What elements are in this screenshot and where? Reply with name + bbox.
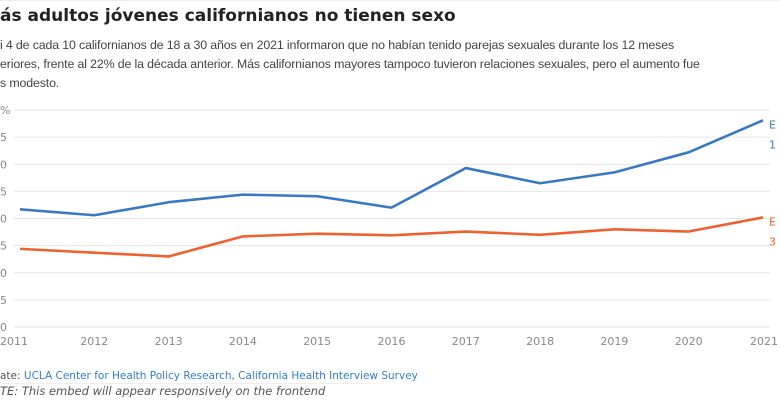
series-label: E: [769, 215, 776, 228]
description-line: eriores, frente al 22% de la década ante…: [0, 57, 700, 71]
series-line-0: [19, 119, 764, 217]
chart-title: ás adultos jóvenes californianos no tien…: [0, 6, 456, 26]
chart-description: i 4 de cada 10 californianos de 18 a 30 …: [0, 36, 776, 93]
x-tick-label: 2011: [0, 335, 28, 348]
series-label: 3: [769, 235, 776, 248]
source-divider: [0, 383, 370, 384]
x-tick-label: 2012: [80, 335, 108, 348]
x-tick-label: 2018: [526, 335, 554, 348]
y-tick-label: 0: [0, 321, 7, 334]
y-tick-label: 5: [0, 294, 7, 307]
x-tick-label: 2017: [452, 335, 480, 348]
source-line: ate: UCLA Center for Health Policy Resea…: [0, 370, 418, 382]
x-tick-label: 2013: [155, 335, 183, 348]
x-tick-label: 2019: [600, 335, 628, 348]
y-tick-label: 5: [0, 185, 7, 198]
source-prefix: ate:: [0, 370, 24, 382]
y-tick-label: 0: [0, 213, 7, 226]
y-tick-label: 5: [0, 131, 7, 144]
series-line-1: [19, 216, 764, 258]
embed-note: TE: This embed will appear responsively …: [0, 384, 326, 398]
y-tick-label: 0: [0, 158, 7, 171]
series-label: 1: [769, 138, 776, 151]
x-tick-label: 2021: [750, 335, 778, 348]
y-tick-label: %: [0, 104, 10, 117]
y-tick-label: 0: [0, 267, 7, 280]
description-line: i 4 de cada 10 californianos de 18 a 30 …: [0, 38, 674, 52]
description-line: s modesto.: [0, 76, 60, 90]
source-link[interactable]: UCLA Center for Health Policy Research, …: [23, 370, 418, 382]
x-tick-label: 2015: [303, 335, 331, 348]
x-tick-label: 2016: [378, 335, 406, 348]
x-tick-label: 2014: [229, 335, 257, 348]
x-tick-label: 2020: [675, 335, 703, 348]
top-divider: [0, 0, 780, 1]
series-label: E: [769, 118, 776, 131]
y-tick-label: 5: [0, 240, 7, 253]
